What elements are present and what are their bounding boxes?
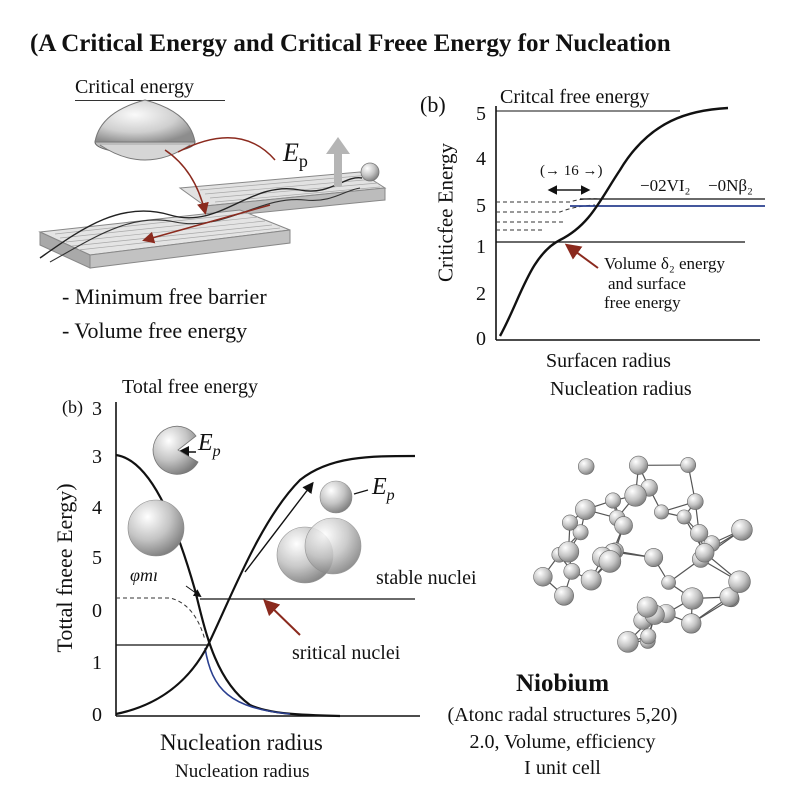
sphere-large: [127, 499, 185, 557]
niobium-line-1: (Atonc radal structures 5,20): [447, 704, 678, 726]
panel-b1-red-arrow: [564, 243, 599, 269]
panel-b1-ytick: 5: [476, 103, 486, 125]
panel-b2-ytick: 1: [92, 652, 102, 674]
panel-a-bullet-2: - Volume free energy: [62, 318, 248, 343]
atom: [554, 585, 574, 606]
atom: [690, 524, 709, 543]
niobium-line-3: I unit cell: [524, 757, 601, 779]
panel-a-heading-underline: [75, 100, 225, 101]
atom: [687, 493, 704, 510]
small-ball: [360, 162, 380, 182]
panel-a-heading: Critical energy: [75, 76, 195, 98]
panel-b1-note-line-1: Volume δ₂ energy: [604, 254, 725, 273]
atom: [572, 524, 589, 541]
atom: [644, 548, 664, 567]
panel-b1-ytick: 1: [476, 236, 486, 258]
atom: [617, 631, 639, 653]
panel-b2-stable-label: stable nuclei: [376, 567, 477, 589]
sphere-small: [319, 480, 353, 514]
panel-b1-note-line-3: free energy: [604, 293, 681, 312]
panel-b1-ytick: 0: [476, 328, 486, 350]
panel-b2-x-label-1: Nucleation radius: [160, 730, 323, 755]
atom: [629, 455, 649, 475]
panel-b2-ytick: 4: [92, 497, 102, 519]
atom: [580, 569, 602, 591]
panel-b2-red-arrow: [263, 599, 301, 636]
panel-b2-spheres: [127, 425, 362, 584]
atom: [681, 587, 704, 610]
atom: [640, 628, 657, 645]
panel-b1-letter: (b): [420, 92, 446, 117]
panel-b1-interval-label: (→ 16 →): [540, 163, 603, 179]
panel-b2-ytick: 0: [92, 704, 102, 726]
panel-b1-x-label-2: Nucleation radius: [550, 378, 692, 400]
atom: [654, 504, 669, 520]
panel-b1-curve: [498, 106, 729, 337]
panel-b2-rising-curve: [115, 454, 416, 716]
figure-title: (A Critical Energy and Critical Freee En…: [30, 30, 671, 57]
panel-b2-gamma-label: φmı: [130, 565, 158, 585]
pacman-sphere: [152, 425, 199, 475]
atom: [719, 587, 739, 607]
atom: [728, 570, 751, 593]
panel-b1-ytick: 2: [476, 283, 486, 305]
panel-b2-x-label-2: Nucleation radius: [175, 761, 310, 782]
sphere-pair-right: [304, 517, 362, 575]
panel-b1-ytick: 4: [476, 148, 486, 170]
panel-b1-annot-v1: −02VI₂: [640, 176, 691, 195]
panel-b2-blue-tail: [204, 647, 291, 715]
atom: [680, 457, 697, 473]
atom: [676, 509, 692, 525]
panel-b2-ytick: 5: [92, 547, 102, 569]
lens-shape: [94, 99, 196, 161]
front-slab: [38, 209, 291, 269]
panel-b2-critical-label: sritical nuclei: [292, 642, 401, 664]
panel-b1-heading: Critcal free energy: [500, 86, 650, 108]
panel-b2-rising-arrow: [244, 481, 314, 573]
atom: [557, 541, 580, 563]
atom: [731, 519, 753, 541]
atom: [636, 596, 658, 618]
panel-a-bullet-1: - Minimum free barrier: [62, 284, 267, 309]
panel-b2-letter: (b): [62, 397, 83, 417]
panel-b2-ep-label-left: Ep: [198, 430, 221, 460]
atom: [681, 613, 702, 634]
atom: [661, 575, 676, 590]
atom: [577, 458, 595, 475]
panel-b2-ep-label-right: Ep: [372, 474, 395, 504]
atom: [624, 484, 647, 507]
panel-b1-x-label-1: Surfacen radius: [546, 350, 671, 372]
atom: [561, 514, 578, 531]
atom: [695, 543, 715, 563]
panel-b1-annot-v2: −0Νβ₂: [708, 176, 753, 195]
panel-b2-heading: Total free energy: [122, 376, 258, 398]
up-down-arrow: [326, 137, 350, 186]
panel-b1-note-line-2: and surface: [608, 274, 686, 293]
panel-b1-ytick: 5: [476, 195, 486, 217]
atom: [575, 499, 596, 520]
atom: [598, 550, 622, 573]
panel-b2-ytick: 0: [92, 600, 102, 622]
atom: [563, 563, 581, 580]
atom: [605, 492, 622, 509]
panel-a-ep-label: Ep: [283, 138, 308, 172]
panel-b2-ytick: 3: [92, 446, 102, 468]
niobium-line-2: 2.0, Volume, efficiency: [469, 731, 656, 753]
atom: [614, 516, 633, 535]
niobium-name: Niobium: [515, 670, 610, 697]
atom: [533, 567, 553, 587]
panel-b2-ytick: 3: [92, 398, 102, 420]
